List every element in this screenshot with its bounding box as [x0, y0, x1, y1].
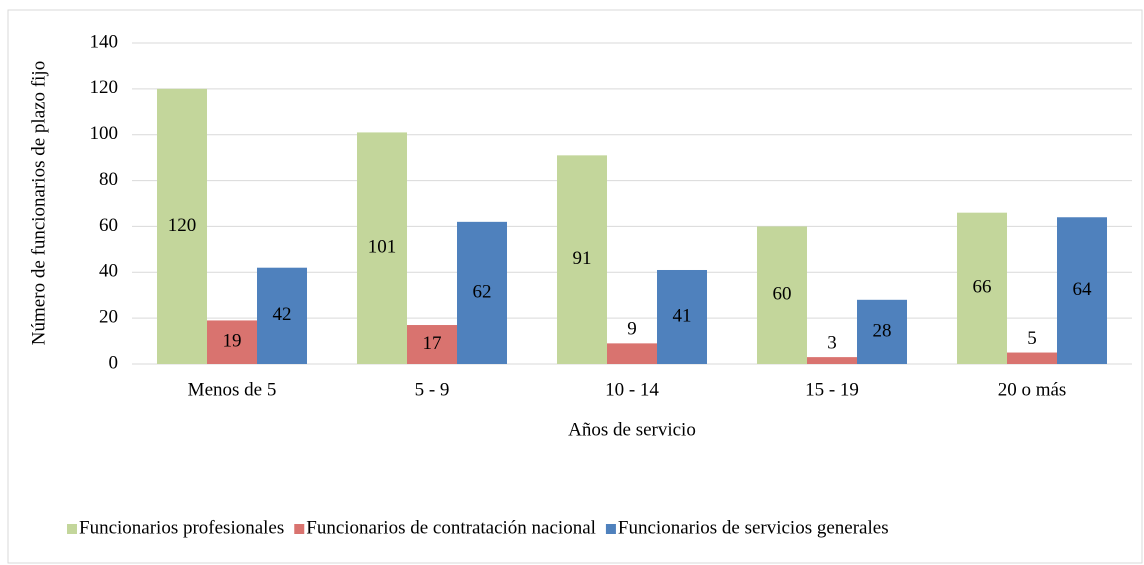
- bar: [1057, 217, 1107, 364]
- bar: [557, 155, 607, 364]
- x-tick-label: Menos de 5: [188, 379, 277, 400]
- x-tick-label: 10 - 14: [605, 379, 659, 400]
- legend-label: Funcionarios profesionales: [79, 517, 284, 538]
- y-tick-label: 140: [90, 31, 119, 52]
- data-label: 9: [627, 319, 637, 340]
- legend-swatch: [605, 524, 616, 534]
- data-label: 66: [973, 277, 992, 298]
- x-tick-label: 15 - 19: [805, 379, 859, 400]
- data-label: 28: [873, 320, 892, 341]
- bar: [257, 267, 307, 364]
- y-axis-title: Número de funcionarios de plazo fijo: [28, 61, 49, 345]
- bar: [657, 269, 707, 364]
- data-label: 42: [273, 304, 292, 325]
- data-label: 19: [223, 331, 242, 352]
- data-label: 3: [827, 332, 837, 353]
- bar: [407, 325, 457, 364]
- data-label: 17: [423, 333, 442, 354]
- data-label: 101: [368, 237, 397, 258]
- bar: [607, 343, 657, 364]
- data-label: 62: [473, 281, 492, 302]
- data-label: 120: [168, 215, 197, 236]
- y-tick-label: 20: [99, 307, 118, 328]
- bar: [357, 132, 407, 364]
- bar: [1007, 352, 1057, 364]
- bar: [207, 320, 257, 364]
- data-label: 41: [673, 305, 692, 326]
- x-tick-label: 5 - 9: [415, 379, 450, 400]
- x-tick-label: 20 o más: [998, 379, 1067, 400]
- y-tick-label: 80: [99, 169, 118, 190]
- legend: Funcionarios profesionales Funcionarios d…: [67, 517, 889, 538]
- data-label: 60: [773, 284, 792, 305]
- bar: [457, 221, 507, 364]
- bar: [157, 88, 207, 364]
- y-tick-label: 60: [99, 215, 118, 236]
- y-tick-label: 0: [109, 352, 119, 373]
- y-tick-label: 40: [99, 261, 118, 282]
- legend-label: Funcionarios de servicios generales: [618, 517, 889, 538]
- chart-frame: [7, 9, 1143, 564]
- data-label: 64: [1073, 279, 1093, 300]
- legend-swatch: [67, 524, 77, 534]
- bar: [957, 212, 1007, 364]
- data-label: 91: [573, 248, 592, 269]
- legend-label: Funcionarios de contratación nacional: [306, 517, 596, 538]
- x-axis-title: Años de servicio: [568, 419, 696, 440]
- data-label: 5: [1027, 328, 1037, 349]
- bar: [857, 299, 907, 364]
- legend-swatch: [294, 524, 305, 534]
- bar: [807, 357, 857, 364]
- y-tick-label: 100: [90, 123, 119, 144]
- bar: [757, 226, 807, 364]
- y-tick-label: 120: [90, 77, 119, 98]
